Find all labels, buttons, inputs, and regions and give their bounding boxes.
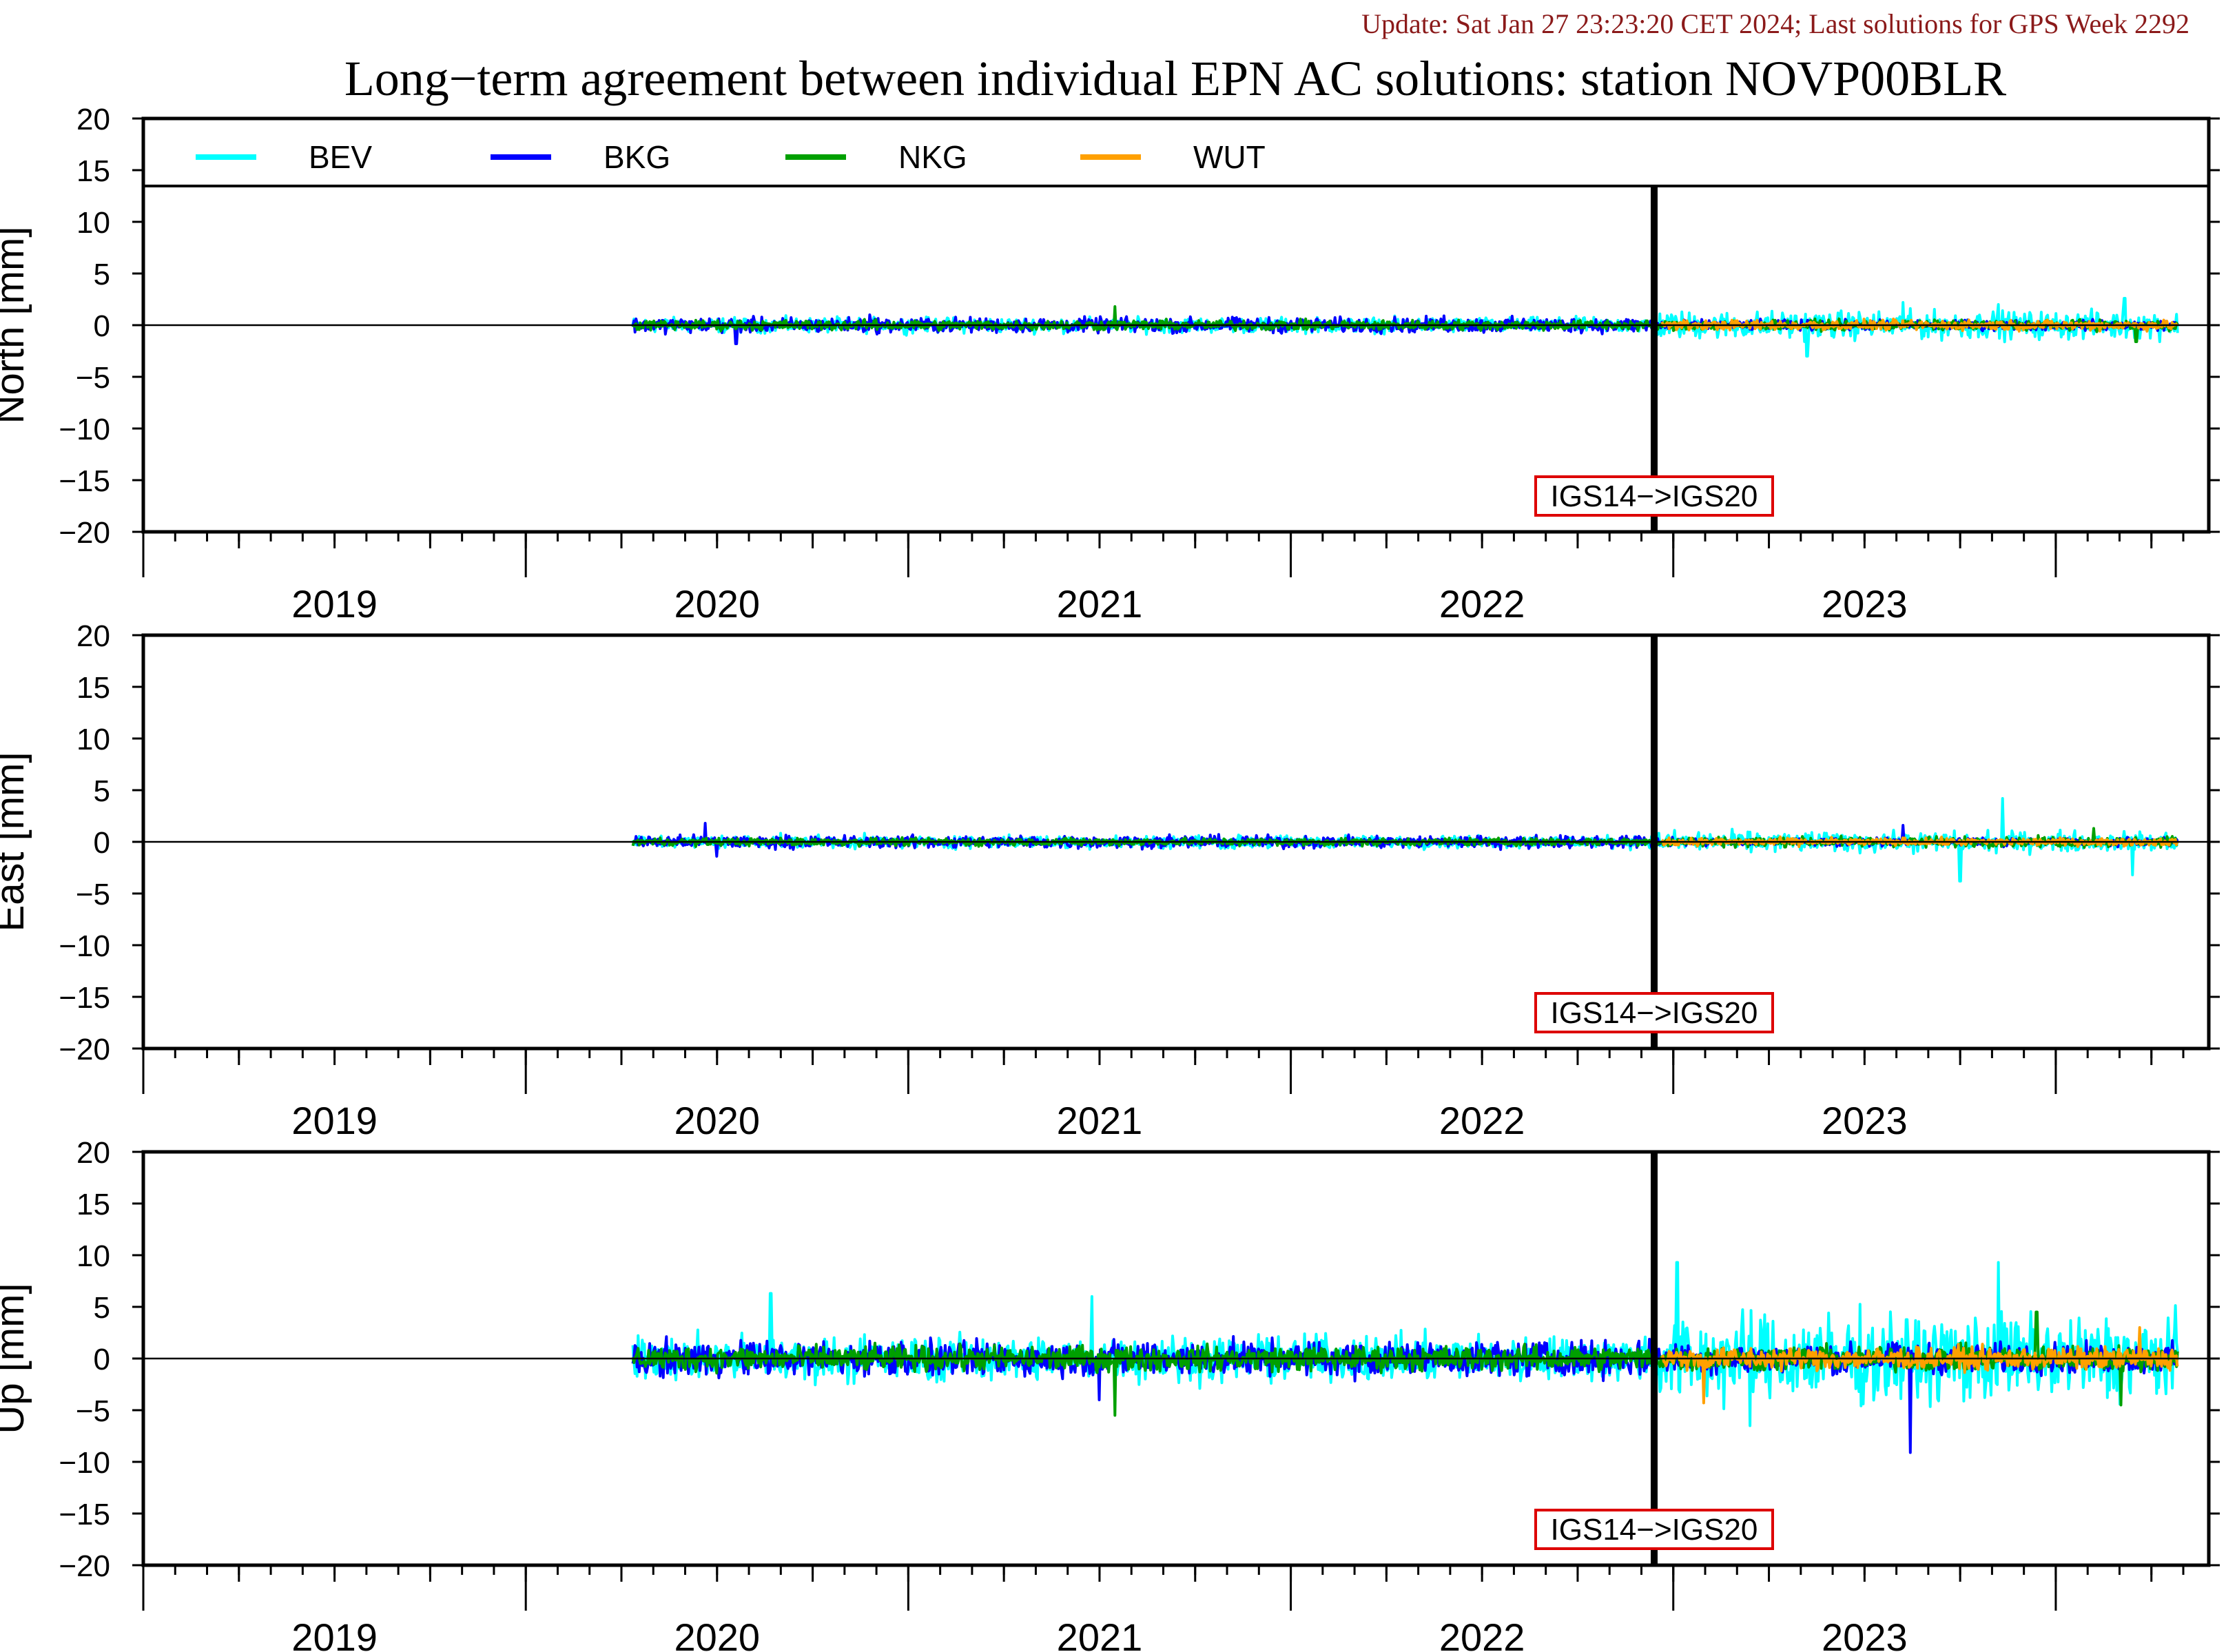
y-tick-label: −5 <box>76 878 110 911</box>
x-tick-label: 2023 <box>1822 582 1908 626</box>
series-layer <box>631 797 2179 882</box>
event-annotation-label: IGS14−>IGS20 <box>1551 996 1758 1030</box>
chart-title: Long−term agreement between individual E… <box>344 51 2006 106</box>
y-tick-label: 15 <box>76 154 110 188</box>
y-tick-label: 5 <box>94 774 110 808</box>
panel-2: East [mm] 20 15 10 5 0 −5 −10 −15 −20 2019 2020 2021… <box>0 619 2220 1142</box>
y-tick-label: −15 <box>59 981 110 1015</box>
y-tick-label: −15 <box>59 1498 110 1531</box>
y-tick-label: −20 <box>59 1033 110 1066</box>
y-tick-label: 20 <box>76 1136 110 1170</box>
legend-label-bkg: BKG <box>604 139 670 175</box>
legend-label-nkg: NKG <box>898 139 967 175</box>
y-tick-label: 0 <box>94 1343 110 1376</box>
y-tick-label: 15 <box>76 1188 110 1221</box>
update-text: Update: Sat Jan 27 23:23:20 CET 2024; La… <box>1361 8 2189 39</box>
x-tick-label: 2019 <box>291 1615 378 1652</box>
x-tick-label: 2019 <box>291 1099 378 1142</box>
series-layer <box>631 297 2179 358</box>
y-axis-label: Up [mm] <box>0 1283 32 1434</box>
y-tick-label: −10 <box>59 1446 110 1480</box>
y-tick-label: 0 <box>94 826 110 860</box>
y-tick-label: −10 <box>59 929 110 963</box>
y-tick-label: −15 <box>59 464 110 498</box>
y-tick-label: −5 <box>76 1394 110 1428</box>
y-tick-label: 5 <box>94 1291 110 1325</box>
legend-label-wut: WUT <box>1193 139 1266 175</box>
x-tick-label: 2021 <box>1057 582 1143 626</box>
event-annotation-label: IGS14−>IGS20 <box>1551 1513 1758 1547</box>
plot-frame-top <box>141 116 2211 534</box>
y-tick-label: −10 <box>59 413 110 446</box>
y-tick-label: −20 <box>59 516 110 550</box>
event-annotation-box <box>1534 475 1774 517</box>
legend-bg <box>143 118 2209 186</box>
x-tick-label: 2020 <box>674 582 760 626</box>
x-tick-label: 2022 <box>1439 582 1525 626</box>
y-tick-label: 10 <box>76 723 110 756</box>
event-annotation-box <box>1534 992 1774 1033</box>
series-wut-line <box>1660 835 2179 849</box>
y-tick-label: 5 <box>94 258 110 291</box>
x-tick-label: 2022 <box>1439 1099 1525 1142</box>
x-tick-label: 2023 <box>1822 1615 1908 1652</box>
y-tick-label: 10 <box>76 206 110 240</box>
event-annotation-label: IGS14−>IGS20 <box>1551 479 1758 513</box>
y-tick-label: −20 <box>59 1549 110 1583</box>
y-tick-label: −5 <box>76 361 110 395</box>
y-axis-label: North [mm] <box>0 227 32 424</box>
y-tick-label: 20 <box>76 619 110 653</box>
x-tick-label: 2021 <box>1057 1615 1143 1652</box>
x-tick-label: 2021 <box>1057 1099 1143 1142</box>
y-tick-label: 20 <box>76 103 110 136</box>
panel-1: North [mm] 20 15 10 5 0 −5 −10 −15 −20 2019 2020 202… <box>0 103 2220 626</box>
y-tick-label: 10 <box>76 1239 110 1273</box>
legend-label-bev: BEV <box>309 139 372 175</box>
x-tick-label: 2020 <box>674 1099 760 1142</box>
y-tick-label: 15 <box>76 671 110 705</box>
y-axis-label: East [mm] <box>0 752 32 931</box>
event-annotation-box <box>1534 1509 1774 1550</box>
y-tick-label: 0 <box>94 309 110 343</box>
series-layer <box>631 1261 2179 1454</box>
panel-3: Up [mm] 20 15 10 5 0 −5 −10 −15 −20 2019 2020 2021 20… <box>0 1136 2220 1652</box>
x-tick-label: 2019 <box>291 582 378 626</box>
x-tick-label: 2020 <box>674 1615 760 1652</box>
x-tick-label: 2023 <box>1822 1099 1908 1142</box>
x-tick-label: 2022 <box>1439 1615 1525 1652</box>
